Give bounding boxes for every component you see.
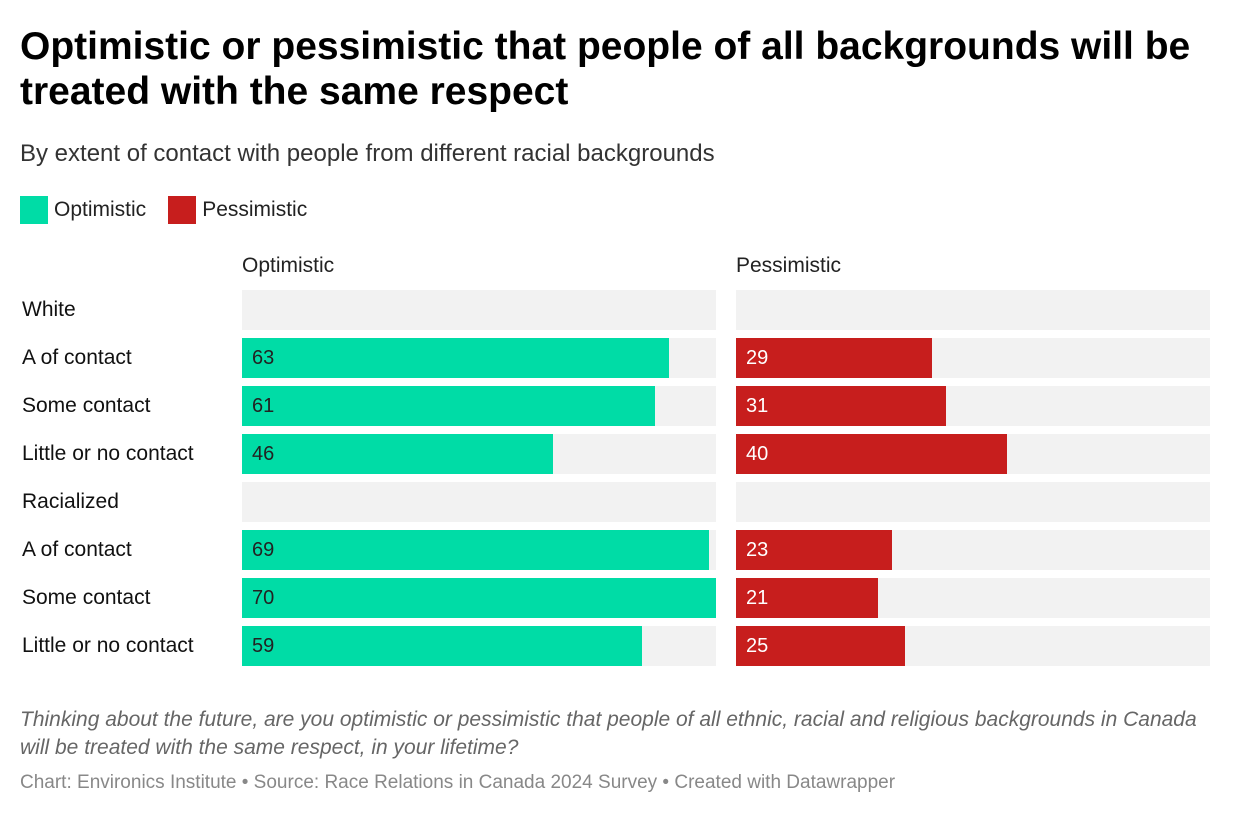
bar-value-optimistic-5: 69: [252, 530, 274, 570]
bar-optimistic-6: [242, 578, 716, 618]
bar-value-optimistic-3: 46: [252, 434, 274, 474]
row-label-3-little-or-no-contact: Little or no contact: [22, 434, 194, 474]
chart-note: Thinking about the future, are you optim…: [20, 706, 1200, 762]
chart-title: Optimistic or pessimistic that people of…: [20, 24, 1220, 114]
bar-value-pessimistic-6: 21: [746, 578, 768, 618]
bar-value-optimistic-6: 70: [252, 578, 274, 618]
bar-pessimistic-3: [736, 434, 1007, 474]
column-header-pessimistic: Pessimistic: [736, 254, 841, 278]
bar-track-pessimistic-7: 25: [736, 626, 1210, 666]
chart-footer: Chart: Environics Institute • Source: Ra…: [20, 772, 895, 794]
bar-value-pessimistic-3: 40: [746, 434, 768, 474]
row-label-1-a-of-contact: A of contact: [22, 338, 132, 378]
row-label-6-some-contact: Some contact: [22, 578, 150, 618]
bar-track-pessimistic-3: 40: [736, 434, 1210, 474]
bar-track-optimistic-5: 69: [242, 530, 716, 570]
bar-value-pessimistic-5: 23: [746, 530, 768, 570]
bar-track-pessimistic-0: [736, 290, 1210, 330]
column-header-optimistic: Optimistic: [242, 254, 334, 278]
legend-swatch-pessimistic: [168, 196, 196, 224]
bar-track-optimistic-6: 70: [242, 578, 716, 618]
bar-value-pessimistic-1: 29: [746, 338, 768, 378]
bar-optimistic-1: [242, 338, 669, 378]
bar-track-optimistic-0: [242, 290, 716, 330]
bar-track-pessimistic-6: 21: [736, 578, 1210, 618]
row-label-0-white: White: [22, 290, 76, 330]
bar-optimistic-7: [242, 626, 642, 666]
bar-value-optimistic-1: 63: [252, 338, 274, 378]
legend-item-pessimistic: Pessimistic: [168, 196, 307, 224]
bar-track-pessimistic-5: 23: [736, 530, 1210, 570]
bar-track-optimistic-3: 46: [242, 434, 716, 474]
bar-optimistic-3: [242, 434, 553, 474]
bar-track-pessimistic-4: [736, 482, 1210, 522]
bar-value-optimistic-7: 59: [252, 626, 274, 666]
chart-subtitle: By extent of contact with people from di…: [20, 140, 715, 168]
legend-label-pessimistic: Pessimistic: [202, 198, 307, 222]
bar-track-optimistic-2: 61: [242, 386, 716, 426]
legend: Optimistic Pessimistic: [20, 196, 329, 224]
legend-label-optimistic: Optimistic: [54, 198, 146, 222]
bar-optimistic-2: [242, 386, 655, 426]
bar-value-pessimistic-2: 31: [746, 386, 768, 426]
legend-swatch-optimistic: [20, 196, 48, 224]
row-label-2-some-contact: Some contact: [22, 386, 150, 426]
row-label-7-little-or-no-contact: Little or no contact: [22, 626, 194, 666]
legend-item-optimistic: Optimistic: [20, 196, 146, 224]
bar-track-optimistic-1: 63: [242, 338, 716, 378]
bar-track-pessimistic-2: 31: [736, 386, 1210, 426]
bar-value-optimistic-2: 61: [252, 386, 274, 426]
row-label-4-racialized: Racialized: [22, 482, 119, 522]
bar-track-pessimistic-1: 29: [736, 338, 1210, 378]
bar-optimistic-5: [242, 530, 709, 570]
bar-track-optimistic-7: 59: [242, 626, 716, 666]
row-label-5-a-of-contact: A of contact: [22, 530, 132, 570]
bar-value-pessimistic-7: 25: [746, 626, 768, 666]
bar-track-optimistic-4: [242, 482, 716, 522]
